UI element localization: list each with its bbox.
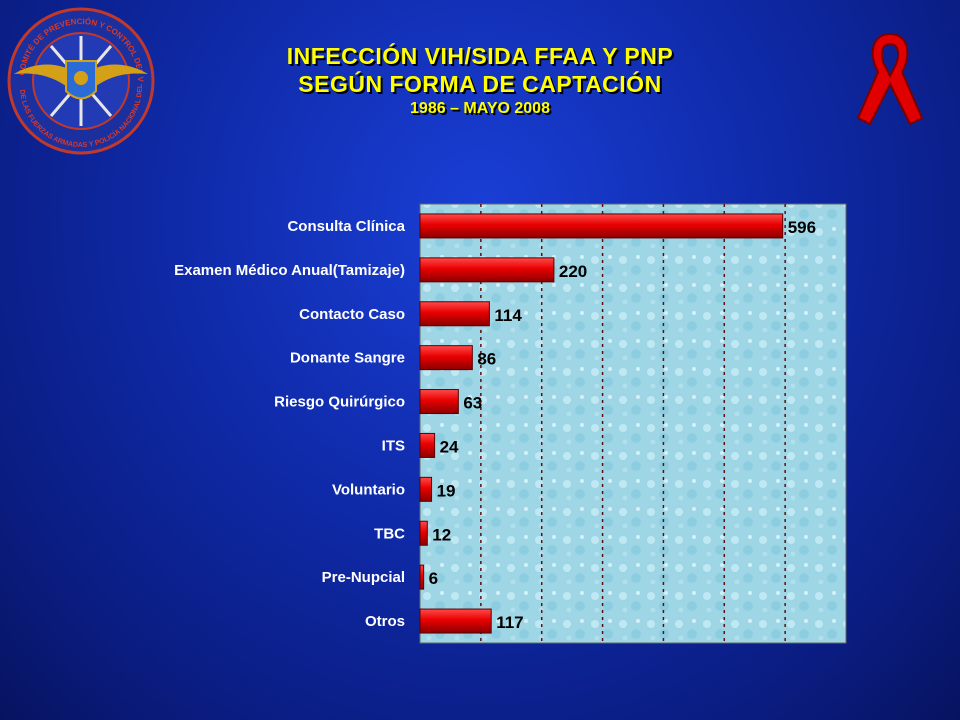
- bars: [419, 213, 784, 634]
- category-labels: Consulta Clínica Examen Médico Anual(Tami…: [174, 218, 406, 630]
- category-label: Riesgo Quirúrgico: [274, 394, 405, 411]
- bar: [419, 301, 490, 327]
- category-label: Otros: [365, 613, 405, 630]
- grid-lines: [480, 204, 786, 643]
- data-label: 220: [559, 262, 587, 281]
- category-label: Examen Médico Anual(Tamizaje): [174, 262, 405, 279]
- bar: [419, 213, 784, 239]
- bar: [419, 257, 555, 283]
- bar: [419, 389, 459, 415]
- data-label: 86: [477, 350, 496, 369]
- data-label: 63: [463, 394, 482, 413]
- data-label: 596: [788, 218, 816, 237]
- category-label: Contacto Caso: [299, 306, 405, 323]
- red-ribbon-icon: [856, 32, 924, 126]
- category-label: Voluntario: [332, 481, 405, 498]
- page-title: INFECCIÓN VIH/SIDA FFAA Y PNP: [286, 43, 674, 69]
- category-label: TBC: [374, 525, 405, 542]
- data-label: 19: [437, 481, 456, 500]
- category-label: Consulta Clínica: [287, 218, 405, 235]
- data-label: 12: [432, 525, 451, 544]
- bar: [419, 520, 428, 546]
- category-label: Donante Sangre: [290, 350, 405, 367]
- page-subtitle: SEGÚN FORMA DE CAPTACIÓN: [298, 71, 662, 97]
- data-label: 24: [440, 437, 459, 456]
- data-label: 114: [494, 306, 522, 325]
- bar: [419, 432, 436, 458]
- bar: [419, 476, 433, 502]
- military-emblem-icon: COMITÉ DE PREVENCIÓN Y CONTROL DEL VIH/S…: [6, 6, 155, 155]
- bar: [419, 564, 425, 590]
- bar: [419, 345, 473, 371]
- value-labels: 596 220 114 86 63 24 19 12 6 117: [429, 218, 816, 632]
- data-label: 6: [429, 569, 438, 588]
- category-label: ITS: [382, 437, 405, 454]
- page-date-range: 1986 – MAYO 2008: [410, 100, 550, 117]
- category-label: Pre-Nupcial: [322, 569, 405, 586]
- bar: [419, 608, 492, 634]
- title-block: INFECCIÓN VIH/SIDA FFAA Y PNP SEGÚN FORM…: [180, 42, 780, 120]
- data-label: 117: [496, 613, 523, 632]
